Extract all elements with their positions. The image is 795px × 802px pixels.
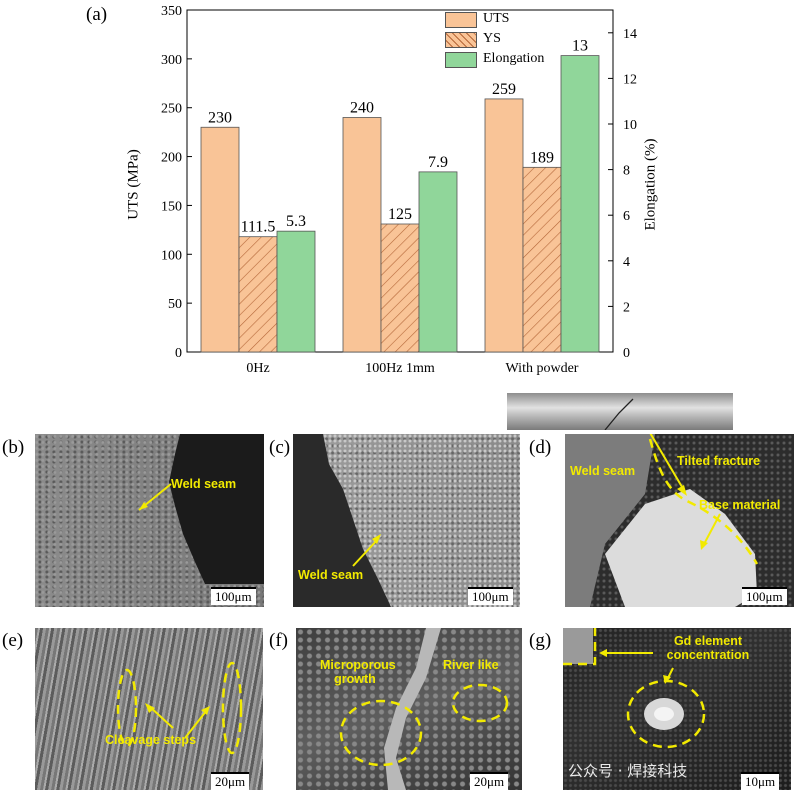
arrow-weld-seam-c — [352, 537, 380, 567]
inset-dashed-frame — [563, 628, 597, 666]
bar-ys-1 — [380, 223, 420, 353]
y-tick-label-right-2: 4 — [623, 255, 630, 270]
micrograph-b: Weld seam 100μm — [35, 434, 264, 607]
annotation-tilted-fracture: Tilted fracture — [677, 454, 761, 468]
annotation-cleavage-steps: Cleavage steps — [105, 733, 197, 747]
panel-label-a: (a) — [86, 4, 108, 25]
bar-elongation-2 — [560, 55, 600, 353]
bar-uts-2 — [484, 98, 524, 353]
y-tick-label-left-0: 0 — [175, 346, 182, 361]
fracture-line — [604, 398, 634, 430]
data-label-elongation-1: 7.9 — [428, 154, 448, 171]
bar-elongation-0 — [276, 230, 316, 353]
annotation-microporous-growth: Microporous growth — [320, 658, 396, 686]
scale-bar-d: 100μm — [742, 587, 787, 605]
arrow-cleavage-right — [184, 709, 208, 739]
y-tick-label-right-0: 0 — [623, 346, 630, 361]
y-tick-label-right-5: 10 — [623, 118, 637, 133]
x-tick-label-2: With powder — [506, 361, 579, 376]
cleavage-ellipse-1 — [116, 668, 138, 748]
scale-bar-c: 100μm — [468, 587, 513, 605]
watermark-text: 公众号 · 焊接科技 — [568, 762, 688, 780]
bar-ys-0 — [238, 236, 278, 353]
annotation-weld-seam-c: Weld seam — [298, 568, 364, 582]
annotation-weld-seam-b: Weld seam — [171, 477, 237, 491]
weld-seam-region-d — [565, 434, 655, 607]
y-tick-label-left-1: 50 — [168, 297, 182, 312]
inset-image-g — [563, 628, 593, 664]
micrograph-g: Gd element concentration 10μm — [563, 628, 791, 790]
annotation-base-material: Base material — [699, 498, 781, 512]
panel-label-e: (e) — [2, 630, 24, 651]
dark-region-c — [293, 434, 391, 607]
y-tick-label-left-2: 100 — [161, 248, 182, 263]
microporous-ellipse — [339, 699, 423, 767]
data-label-elongation-0: 5.3 — [286, 213, 306, 230]
legend-label-uts: UTS — [483, 11, 510, 26]
data-label-uts-2: 259 — [492, 81, 516, 98]
legend-swatch-ys — [445, 32, 477, 48]
x-tick-label-1: 100Hz 1mm — [365, 361, 435, 376]
scale-bar-f: 20μm — [470, 772, 509, 790]
specimen-strip-image — [507, 393, 733, 430]
y-axis-title-left: UTS (MPa) — [125, 149, 142, 220]
arrow-base-material — [702, 513, 721, 547]
micrograph-f: Microporous growth River like 20μm — [296, 628, 522, 790]
panel-label-g: (g) — [529, 630, 552, 651]
ridge-f — [384, 628, 441, 790]
arrow-tilted-fracture — [649, 434, 686, 493]
bar-elongation-1 — [418, 171, 458, 353]
bar-chart: 0 50 100 150 200 250 300 350 0 2 4 6 8 10 12 14 0Hz 230 11… — [161, 4, 637, 376]
legend-label-elongation: Elongation — [483, 51, 545, 66]
legend-swatch-uts — [445, 12, 477, 28]
panel-label-c: (c) — [269, 437, 291, 458]
data-label-ys-2: 189 — [530, 149, 554, 166]
y-tick-label-left-3: 150 — [161, 199, 182, 214]
y-tick-label-right-4: 8 — [623, 164, 630, 179]
bar-uts-1 — [342, 117, 382, 353]
scale-bar-e: 20μm — [211, 772, 250, 790]
micrograph-c: Weld seam 100μm — [293, 434, 520, 607]
chart-legend: UTS YS Elongation — [445, 10, 575, 70]
y-tick-label-right-6: 12 — [623, 72, 637, 87]
bar-uts-0 — [200, 126, 240, 353]
y-tick-label-left-7: 350 — [161, 4, 182, 19]
data-label-ys-1: 125 — [388, 206, 412, 223]
annotation-gd-concentration: Gd element concentration — [666, 634, 750, 662]
river-like-ellipse — [451, 683, 509, 723]
y-axis-title-right: Elongation (%) — [642, 138, 659, 231]
annotation-river-like: River like — [443, 658, 499, 672]
legend-swatch-elongation — [445, 52, 477, 68]
y-tick-label-left-6: 300 — [161, 53, 182, 68]
arrow-cleavage-left — [148, 705, 174, 729]
cleavage-ellipse-2 — [221, 661, 243, 755]
y-tick-label-right-3: 6 — [623, 209, 630, 224]
legend-label-ys: YS — [483, 31, 501, 46]
data-label-uts-1: 240 — [350, 99, 374, 116]
data-label-elongation-2: 13 — [572, 38, 588, 55]
y-tick-label-right-1: 2 — [623, 300, 630, 315]
y-tick-label-left-4: 200 — [161, 151, 182, 166]
panel-label-b: (b) — [2, 437, 25, 458]
fracture-dashed-line — [648, 438, 759, 565]
y-tick-label-right-7: 14 — [623, 27, 637, 42]
x-tick-label-0: 0Hz — [246, 361, 269, 376]
base-material-region — [605, 489, 757, 607]
scale-bar-g: 10μm — [741, 772, 780, 790]
y-tick-label-left-5: 250 — [161, 102, 182, 117]
panel-label-f: (f) — [269, 630, 288, 651]
panel-label-d: (d) — [529, 437, 552, 458]
data-label-uts-0: 230 — [208, 109, 232, 126]
annotation-weld-seam-d: Weld seam — [570, 464, 636, 478]
dark-region-b — [169, 434, 264, 584]
data-label-ys-0: 111.5 — [241, 219, 276, 236]
scale-bar-b: 100μm — [211, 587, 256, 605]
bar-ys-2 — [522, 166, 562, 353]
micrograph-e: Cleavage steps 20μm — [35, 628, 263, 790]
micrograph-d: Weld seam Tilted fracture Base material … — [565, 434, 794, 607]
